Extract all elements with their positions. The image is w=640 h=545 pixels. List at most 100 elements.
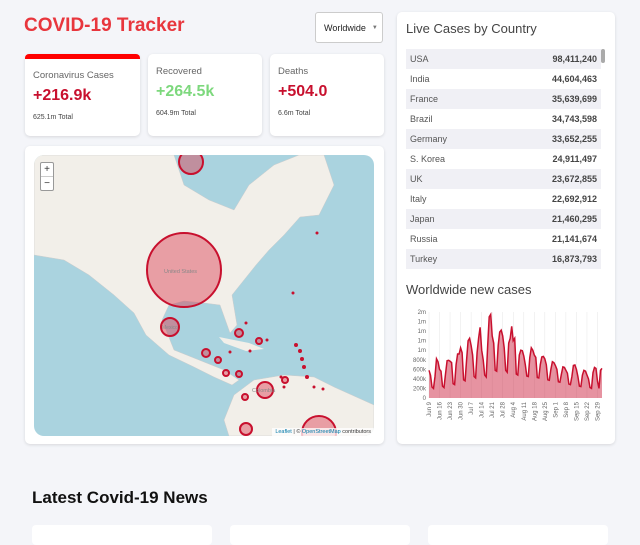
attribution-tail: contributors (340, 429, 371, 435)
country-cases: 35,639,699 (551, 94, 597, 104)
country-cases: 98,411,240 (552, 54, 597, 64)
stat-card-recovered[interactable]: Recovered +264.5k 604.9m Total (148, 54, 262, 136)
x-tick-label: Jun 30 (459, 401, 465, 420)
country-row: Turkey 16,873,793 (406, 249, 601, 269)
marker (201, 348, 211, 358)
zoom-in-button[interactable]: + (41, 163, 53, 177)
y-tick-label: 1m (418, 329, 426, 335)
country-name: UK (410, 174, 423, 184)
x-tick-label: Sep 22 (585, 401, 591, 421)
country-row: Brazil 34,743,598 (406, 109, 601, 129)
marker-canada (178, 155, 204, 175)
map-label-us: United States (164, 269, 197, 275)
marker (234, 328, 244, 338)
x-tick-label: Jun 9 (427, 401, 433, 416)
marker (281, 376, 289, 384)
osm-link[interactable]: OpenStreetMap (301, 429, 341, 435)
stat-total: 604.9m Total (156, 110, 196, 117)
marker (255, 337, 263, 345)
country-name: France (410, 94, 439, 104)
marker (239, 422, 253, 436)
south-america-land (223, 374, 374, 436)
map-attribution: Leaflet | © OpenStreetMap contributors (272, 428, 374, 436)
north-america-land (34, 155, 335, 386)
x-tick-label: Sep 29 (595, 401, 601, 421)
y-tick-label: 1m (418, 339, 426, 345)
stat-card-deaths[interactable]: Deaths +504.0 6.6m Total (270, 54, 384, 136)
x-tick-label: Sep 1 (553, 401, 559, 417)
map-zoom-control: + − (40, 162, 54, 191)
country-cases: 22,692,912 (551, 194, 597, 204)
y-tick-label: 0 (423, 396, 427, 402)
marker (214, 356, 222, 364)
marker (241, 393, 249, 401)
stat-value: +504.0 (278, 83, 328, 100)
stat-label: Recovered (156, 66, 202, 77)
right-panel: Live Cases by Country USA 98,411,240 India… (397, 12, 615, 444)
country-row: S. Korea 24,911,497 (406, 149, 601, 169)
x-tick-label: Sep 8 (564, 401, 570, 417)
country-row: France 35,639,699 (406, 89, 601, 109)
stat-total: 625.1m Total (33, 114, 73, 121)
x-tick-label: Jul 7 (469, 401, 475, 414)
series-area (429, 314, 602, 398)
country-name: S. Korea (410, 154, 446, 164)
country-cases: 24,911,497 (552, 154, 597, 164)
country-cases: 44,604,463 (551, 74, 597, 84)
cuba-land (219, 337, 264, 351)
x-tick-label: Jun 16 (438, 401, 444, 420)
y-tick-label: 200k (413, 386, 427, 392)
stat-label: Coronavirus Cases (33, 70, 114, 81)
news-card[interactable] (428, 525, 608, 545)
x-tick-label: Jul 14 (480, 401, 486, 418)
table-scrollbar[interactable] (601, 49, 605, 63)
stat-value: +264.5k (156, 83, 215, 100)
country-row: UK 23,672,855 (406, 169, 601, 189)
x-tick-label: Aug 25 (543, 401, 549, 421)
caret-down-icon: ▼ (371, 24, 378, 31)
country-cases: 16,873,793 (551, 254, 597, 264)
region-select[interactable]: Worldwide ▼ (315, 12, 383, 43)
active-indicator (25, 54, 140, 59)
series-line (428, 312, 603, 390)
map[interactable]: United States Mexico Colombia + − Leafle… (34, 155, 374, 436)
stat-value: +216.9k (33, 87, 92, 104)
news-card[interactable] (230, 525, 410, 545)
country-cases: 21,141,674 (551, 234, 597, 244)
country-row: Italy 22,692,912 (406, 189, 601, 209)
country-name: Germany (410, 134, 448, 144)
country-name: Turkey (410, 254, 438, 264)
country-name: Russia (410, 234, 438, 244)
country-row: Germany 33,652,255 (406, 129, 601, 149)
map-card: United States Mexico Colombia + − Leafle… (25, 146, 384, 444)
live-cases-table[interactable]: USA 98,411,240 India 44,604,463 France 35,639… (406, 49, 601, 270)
y-tick-label: 400k (413, 377, 427, 383)
region-select-value: Worldwide (324, 22, 366, 33)
news-heading: Latest Covid-19 News (32, 488, 208, 507)
x-tick-label: Jul 21 (490, 401, 496, 418)
y-tick-label: 2m (418, 310, 426, 316)
country-name: USA (410, 54, 429, 64)
leaflet-link[interactable]: Leaflet (275, 429, 292, 435)
news-card[interactable] (32, 525, 212, 545)
x-tick-label: Aug 18 (532, 401, 538, 421)
attribution-sep: | © (291, 429, 302, 435)
chart-title: Worldwide new cases (406, 282, 532, 297)
x-tick-label: Sep 15 (574, 401, 580, 421)
new-cases-chart: Jun 9 Jun 16 Jun 23 Jun 30 Jul 7 Jul 14 Jul 21… (413, 310, 603, 421)
country-cases: 21,460,295 (551, 214, 597, 224)
map-tiles: United States Mexico Colombia (34, 155, 374, 436)
stat-card-cases[interactable]: Coronavirus Cases +216.9k 625.1m Total (25, 54, 140, 136)
y-tick-label: 600k (413, 367, 427, 373)
marker-usa (146, 232, 222, 308)
country-row: Japan 21,460,295 (406, 209, 601, 229)
country-name: India (410, 74, 430, 84)
map-label-colombia: Colombia (252, 388, 276, 394)
stat-label: Deaths (278, 66, 309, 77)
country-cases: 34,743,598 (551, 114, 597, 124)
marker-mexico (160, 317, 180, 337)
zoom-out-button[interactable]: − (44, 178, 50, 189)
x-tick-label: Jul 28 (501, 401, 507, 418)
map-label-mexico: Mexico (162, 325, 178, 331)
app-title: COVID-19 Tracker (24, 15, 185, 36)
